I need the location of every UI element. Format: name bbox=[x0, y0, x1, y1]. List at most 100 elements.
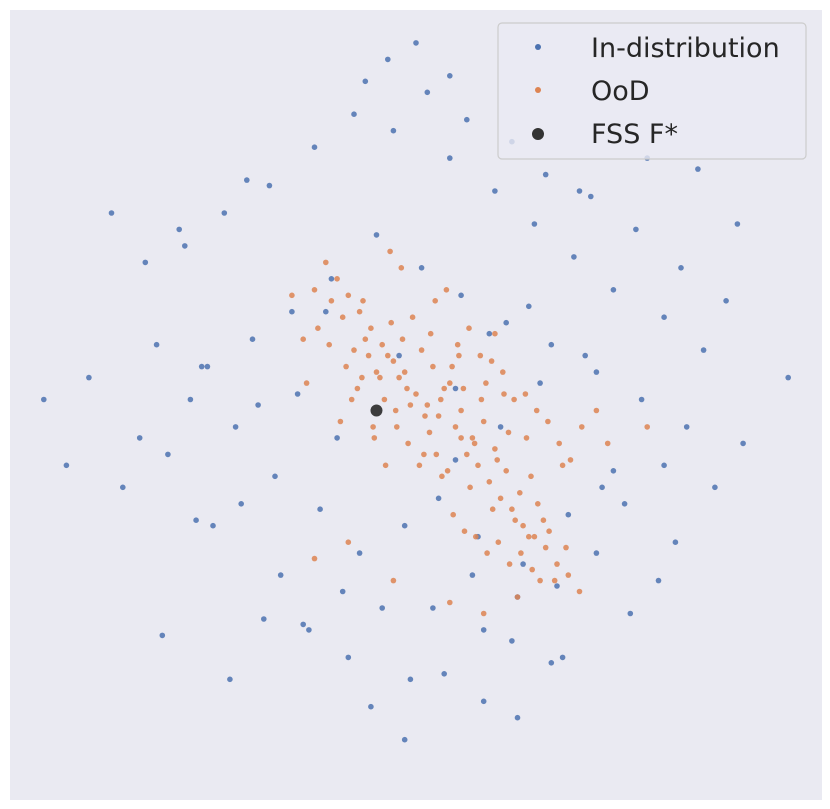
data-point-in-distribution bbox=[311, 144, 318, 150]
data-point-in-distribution bbox=[120, 484, 126, 491]
data-point-ood bbox=[512, 517, 518, 523]
data-point-ood bbox=[545, 418, 551, 425]
data-point-ood bbox=[495, 539, 502, 545]
data-point-ood bbox=[517, 490, 523, 496]
legend-label-fss: FSS F* bbox=[591, 119, 678, 150]
data-point-in-distribution bbox=[537, 380, 543, 386]
data-point-ood bbox=[546, 528, 552, 534]
data-point-ood bbox=[537, 577, 543, 584]
data-point-in-distribution bbox=[300, 621, 307, 628]
data-point-ood bbox=[477, 352, 484, 359]
data-point-in-distribution bbox=[277, 572, 284, 578]
data-point-in-distribution bbox=[492, 188, 498, 194]
data-point-ood bbox=[526, 533, 532, 540]
data-point-ood bbox=[522, 391, 529, 397]
fss-point bbox=[370, 404, 383, 417]
data-point-ood bbox=[447, 380, 453, 386]
data-point-ood bbox=[441, 385, 448, 392]
data-point-in-distribution bbox=[356, 550, 363, 556]
data-point-ood bbox=[381, 396, 388, 403]
data-point-ood bbox=[432, 298, 439, 304]
data-point-in-distribution bbox=[441, 671, 448, 677]
data-point-in-distribution bbox=[401, 736, 408, 743]
data-point-ood bbox=[449, 363, 455, 370]
data-point-in-distribution bbox=[41, 396, 47, 403]
data-point-ood bbox=[528, 473, 534, 480]
data-point-in-distribution bbox=[542, 171, 549, 178]
data-point-in-distribution bbox=[63, 462, 70, 469]
data-point-ood bbox=[452, 424, 459, 430]
data-point-in-distribution bbox=[430, 605, 436, 611]
data-point-ood bbox=[390, 577, 397, 584]
data-point-in-distribution bbox=[447, 155, 453, 161]
data-point-in-distribution bbox=[255, 402, 261, 408]
data-point-ood bbox=[303, 380, 310, 386]
data-point-ood bbox=[398, 265, 405, 271]
data-point-in-distribution bbox=[447, 73, 453, 79]
data-point-in-distribution bbox=[193, 517, 199, 523]
data-point-in-distribution bbox=[339, 588, 346, 595]
data-point-ood bbox=[506, 561, 513, 567]
data-point-ood bbox=[501, 391, 507, 397]
data-point-in-distribution bbox=[452, 457, 459, 463]
data-point-ood bbox=[500, 369, 506, 375]
data-point-in-distribution bbox=[497, 424, 504, 430]
data-point-ood bbox=[326, 341, 333, 348]
data-point-ood bbox=[289, 292, 295, 299]
data-point-ood bbox=[443, 287, 450, 293]
data-point-ood bbox=[535, 501, 541, 507]
data-point-in-distribution bbox=[407, 676, 414, 683]
data-point-ood bbox=[565, 572, 572, 578]
data-point-ood bbox=[311, 555, 318, 562]
data-point-ood bbox=[373, 369, 380, 375]
legend: In-distribution OoD FSS F* bbox=[497, 22, 807, 160]
data-point-ood bbox=[509, 506, 515, 512]
data-point-ood bbox=[337, 418, 344, 425]
data-point-ood bbox=[362, 336, 369, 343]
data-point-in-distribution bbox=[621, 501, 628, 507]
data-point-ood bbox=[467, 484, 473, 491]
data-point-ood bbox=[567, 457, 574, 463]
data-point-ood bbox=[421, 451, 427, 458]
data-point-in-distribution bbox=[328, 276, 335, 282]
data-point-ood bbox=[494, 457, 501, 463]
data-point-in-distribution bbox=[142, 259, 149, 266]
data-point-ood bbox=[300, 336, 307, 343]
data-point-in-distribution bbox=[599, 484, 605, 491]
data-point-in-distribution bbox=[480, 698, 487, 705]
data-point-ood bbox=[379, 341, 386, 348]
data-point-in-distribution bbox=[486, 330, 493, 337]
data-point-in-distribution bbox=[204, 363, 211, 370]
data-point-ood bbox=[345, 292, 352, 299]
data-point-in-distribution bbox=[520, 561, 526, 567]
data-point-ood bbox=[454, 341, 461, 348]
legend-label-ood: OoD bbox=[591, 76, 650, 107]
series-fss-f bbox=[370, 404, 383, 417]
data-point-ood bbox=[503, 468, 510, 474]
data-point-ood bbox=[392, 407, 399, 414]
data-point-ood bbox=[540, 517, 547, 523]
data-point-ood bbox=[345, 539, 352, 545]
data-point-in-distribution bbox=[458, 292, 464, 299]
data-point-in-distribution bbox=[86, 374, 92, 381]
data-point-in-distribution bbox=[588, 193, 594, 200]
data-point-ood bbox=[388, 319, 395, 326]
data-point-in-distribution bbox=[661, 462, 667, 469]
data-point-ood bbox=[405, 440, 411, 447]
data-point-ood bbox=[439, 473, 445, 480]
data-point-in-distribution bbox=[740, 440, 746, 447]
data-point-in-distribution bbox=[503, 319, 510, 326]
data-point-in-distribution bbox=[368, 703, 374, 710]
data-point-ood bbox=[447, 599, 453, 606]
data-point-ood bbox=[404, 385, 410, 392]
data-point-in-distribution bbox=[390, 127, 397, 134]
data-point-in-distribution bbox=[559, 654, 566, 661]
data-point-ood bbox=[334, 276, 340, 282]
legend-marker-ood bbox=[535, 87, 541, 93]
data-point-ood bbox=[438, 396, 444, 403]
data-point-ood bbox=[328, 298, 335, 304]
data-point-ood bbox=[473, 533, 479, 540]
data-point-ood bbox=[531, 533, 538, 540]
data-point-ood bbox=[593, 407, 600, 414]
data-point-in-distribution bbox=[413, 40, 419, 46]
